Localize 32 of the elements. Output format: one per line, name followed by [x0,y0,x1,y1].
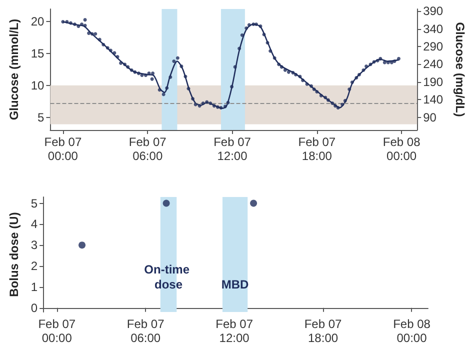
x-tick-label: Feb 07 00:00 [38,317,76,345]
y2-tick-label: 390 [423,4,444,18]
y2-tick-label: 140 [423,92,444,107]
y-tick-label: 2 [30,259,38,273]
x-tick-label: Feb 07 06:00 [126,317,165,345]
y2-tick-label: 240 [423,57,444,72]
x-tick-label: Feb 07 12:00 [214,135,252,163]
y-tick-label: 3 [30,238,38,252]
x-tick-label: Feb 07 06:00 [128,135,167,163]
y2-tick-label: 290 [423,40,444,54]
x-tick-label: Feb 07 00:00 [44,135,82,163]
y2-tick-label: 190 [423,74,444,89]
y-tick-label: 20 [30,14,45,29]
y-tick-label: 10 [30,78,45,92]
y-tick-label: 5 [30,196,38,210]
y-tick-label: 4 [30,217,38,232]
y-tick-label: 15 [30,46,45,61]
band-label: MBD [221,278,250,292]
y-axis-title: Glucose (mmol/L) [7,18,21,120]
y2-tick-label: 90 [423,110,437,124]
x-tick-label: Feb 07 18:00 [298,135,336,163]
y2-tick-label: 340 [423,22,444,36]
y2-axis-title: Glucose (mg/dL) [453,22,467,117]
y-tick-label: 1 [30,280,38,294]
y-tick-label: 0 [30,300,38,315]
x-tick-label: Feb 07 18:00 [304,317,342,345]
y-tick-label: 5 [38,110,45,124]
x-tick-label: Feb 08 00:00 [393,317,431,345]
y-axis-title: Bolus dose (U) [7,212,21,297]
x-tick-label: Feb 08 00:00 [382,135,421,163]
band-label: On-time dose [144,262,193,292]
x-tick-label: Feb 07 12:00 [216,317,254,345]
